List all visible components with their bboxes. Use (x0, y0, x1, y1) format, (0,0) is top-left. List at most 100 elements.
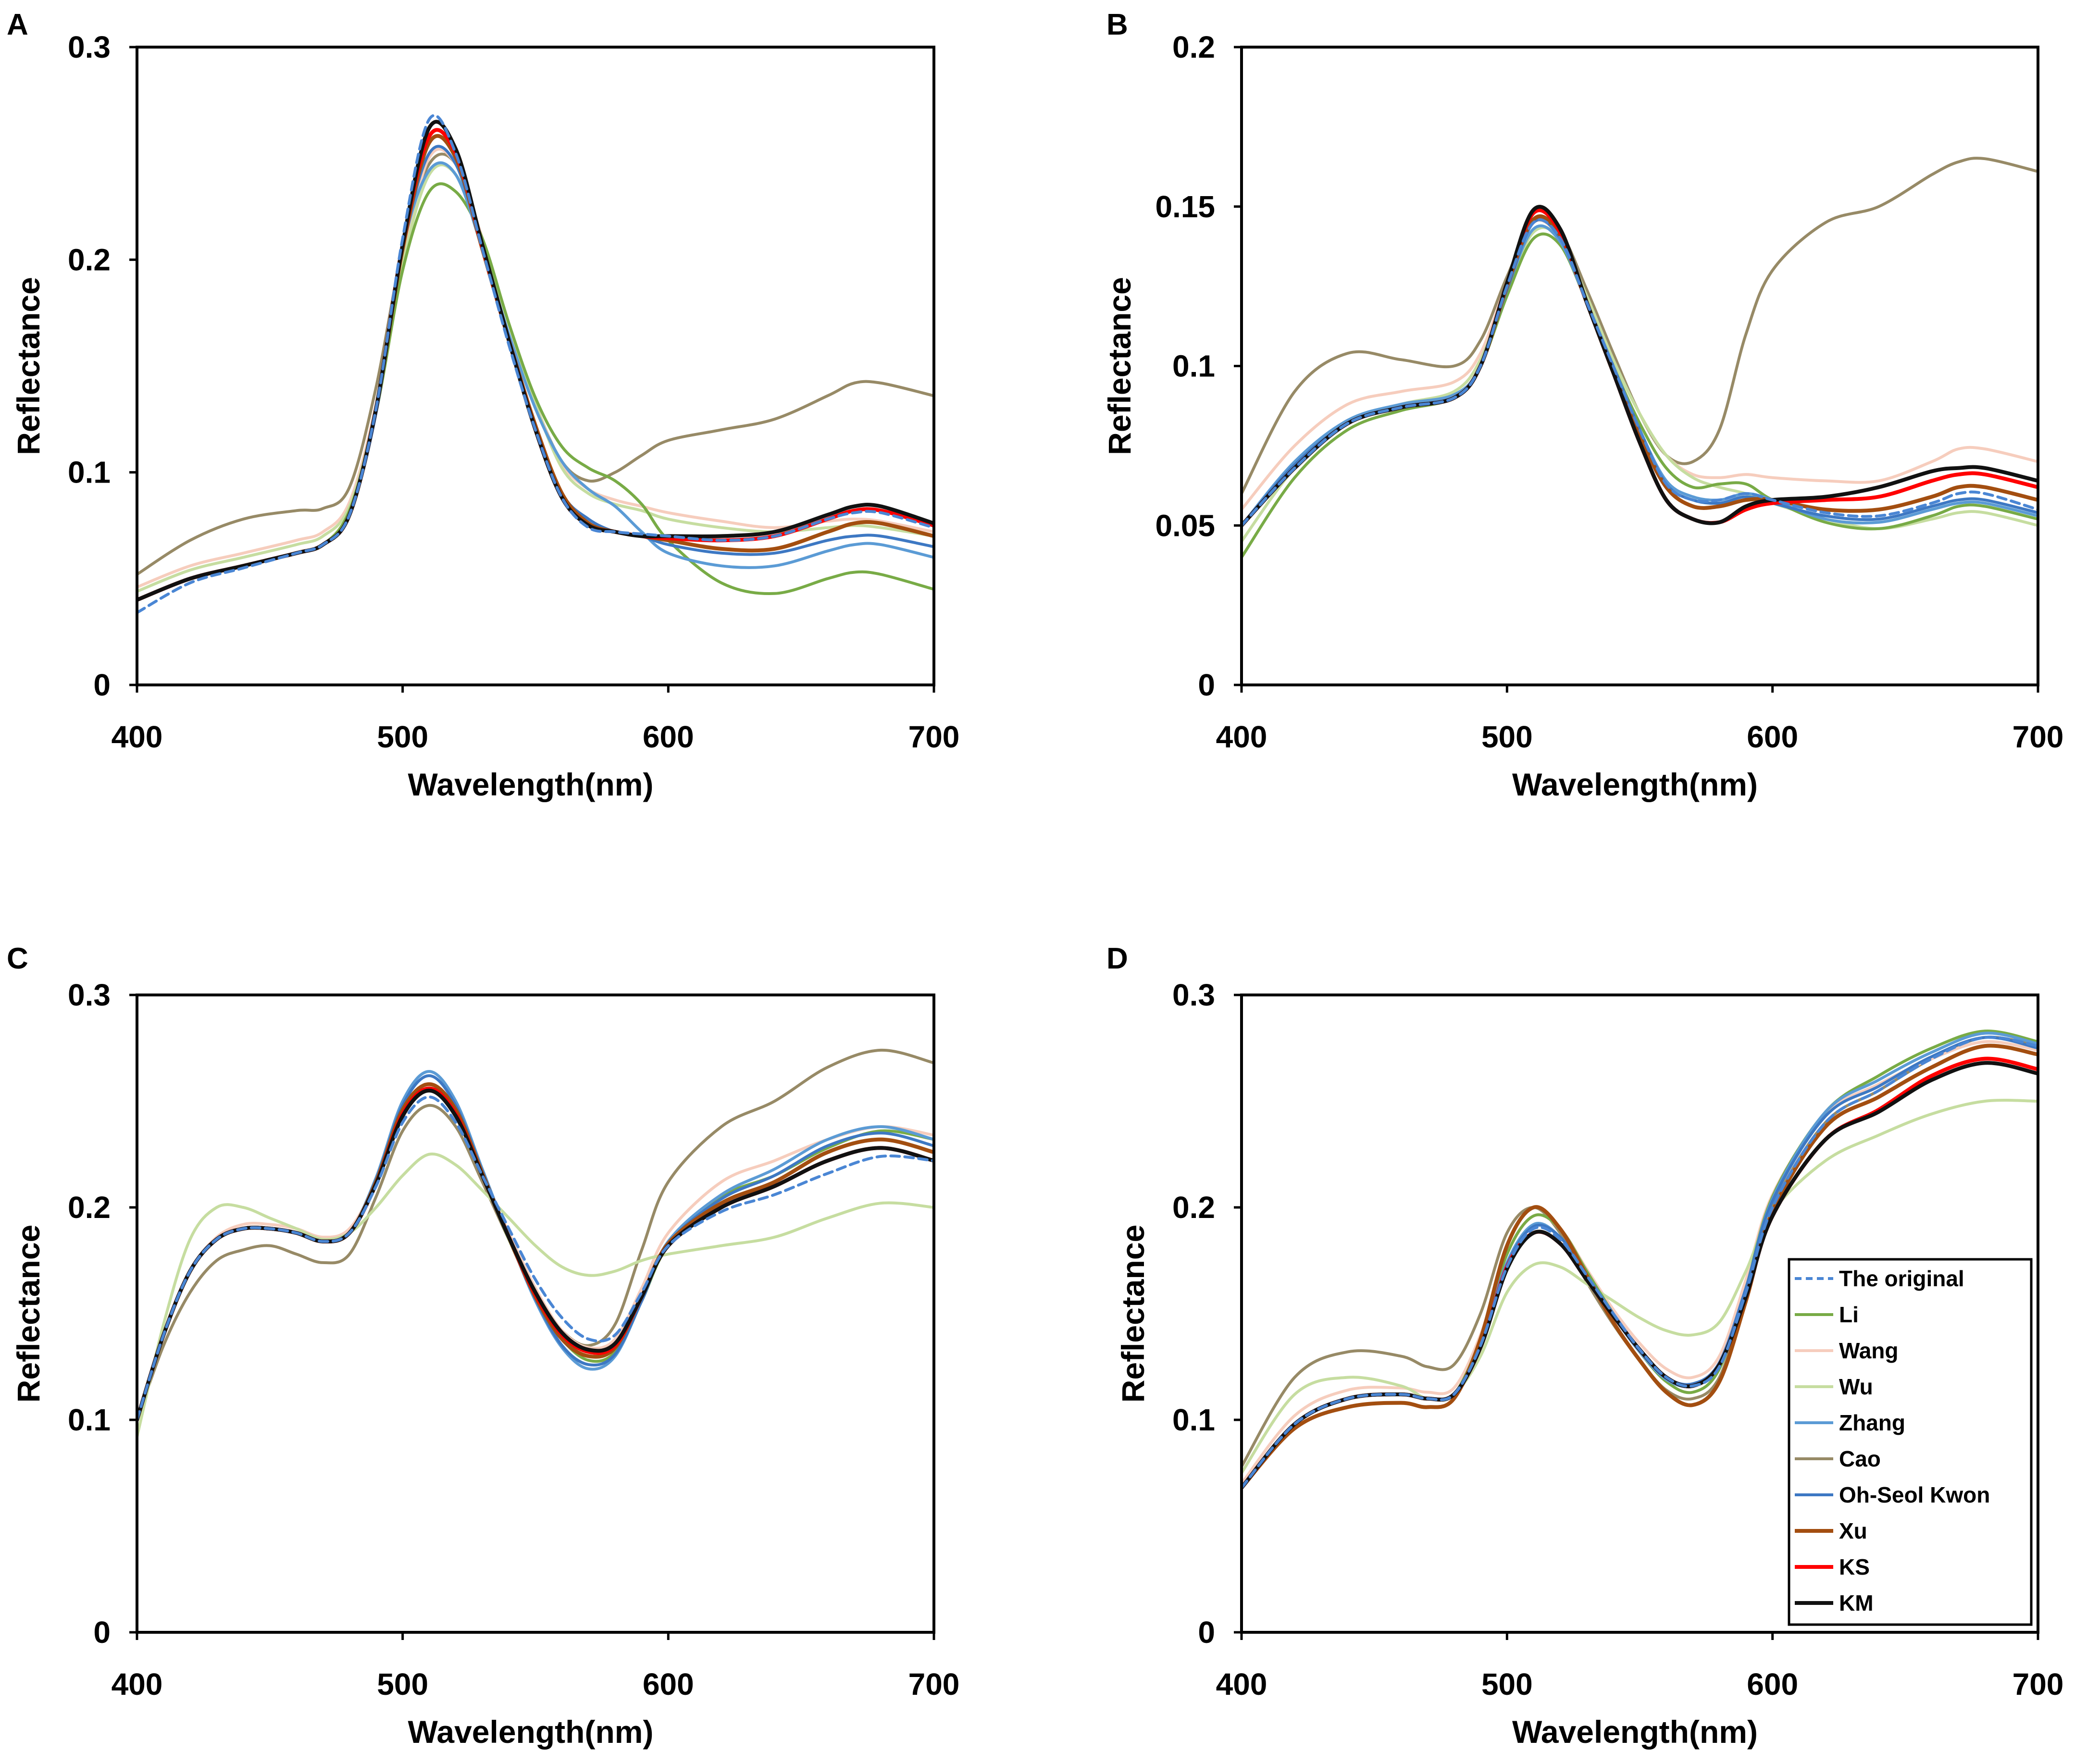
series-line-ks (1242, 208, 2038, 528)
x-tick-label: 500 (1481, 1667, 1533, 1702)
x-tick-label: 700 (908, 720, 960, 754)
series-line-the-original (137, 1095, 934, 1421)
plot-frame (1240, 994, 2039, 1634)
series-line-oh-seol-kwon (1242, 218, 2038, 527)
series-line-wang (1242, 1040, 2038, 1485)
y-tick-label: 0 (1198, 668, 1215, 702)
x-tick-label: 700 (2013, 1667, 2064, 1702)
legend-item-wang: Wang (1795, 1338, 1899, 1363)
panel-a: A 400 500 600 700 0 0.1 0.2 0.3 Wavelength(nm) Ref… (7, 8, 959, 802)
y-axis-title: Reflectance (11, 1225, 46, 1403)
legend-label: Zhang (1839, 1410, 1905, 1435)
series-lines (137, 114, 934, 614)
x-tick-label: 400 (1216, 720, 1267, 754)
y-tick-label: 0.2 (68, 1190, 111, 1225)
x-tick-label: 500 (377, 1667, 428, 1702)
legend-label: Wu (1839, 1374, 1873, 1399)
x-tick-label: 600 (643, 720, 694, 754)
x-axis-title: Wavelength(nm) (408, 1714, 654, 1750)
legend-item-the-original: The original (1795, 1266, 1964, 1291)
legend-label: Li (1839, 1302, 1859, 1327)
y-tick-label: 0 (1198, 1615, 1215, 1650)
series-line-xu (1242, 214, 2038, 528)
x-axis-title: Wavelength(nm) (1512, 767, 1758, 802)
series-lines (1242, 1030, 2038, 1490)
legend-label: Cao (1839, 1446, 1881, 1471)
panel-b: B 400 500 600 700 0 0.05 0.1 0.15 0.2 Wavelength(n… (1102, 8, 2063, 802)
series-line-cao (137, 152, 934, 576)
series-line-the-original (1242, 1035, 2038, 1490)
legend-label: The original (1839, 1266, 1964, 1291)
panel-d: D 400 500 600 700 0 0.1 0.2 0.3 Wavelength(nm) Ref… (1106, 942, 2063, 1750)
x-tick-label: 700 (2013, 720, 2064, 754)
legend-label: Oh-Seol Kwon (1839, 1482, 1990, 1507)
series-line-wu (1242, 226, 2038, 543)
series-line-xu (1242, 1043, 2038, 1490)
series-line-zhang (137, 161, 934, 602)
legend-label: Xu (1839, 1518, 1867, 1543)
y-tick-label: 0.1 (68, 455, 111, 490)
series-line-wu (1242, 1099, 2038, 1475)
plot-frame (136, 994, 935, 1634)
series-line-wu (137, 1152, 934, 1439)
legend-item-wu: Wu (1795, 1374, 1873, 1399)
x-axis-title: Wavelength(nm) (1512, 1714, 1758, 1750)
legend-label: KS (1839, 1554, 1870, 1579)
series-line-wang (137, 1087, 934, 1421)
y-tick-label: 0.1 (1172, 1403, 1215, 1437)
x-tick-label: 500 (1481, 720, 1533, 754)
x-tick-label: 600 (1747, 1667, 1798, 1702)
x-tick-label: 500 (377, 720, 428, 754)
series-line-the-original (1242, 218, 2038, 527)
legend-item-km: KM (1795, 1590, 1874, 1615)
y-axis-title: Reflectance (11, 277, 46, 455)
legend-label: Wang (1839, 1338, 1899, 1363)
series-line-li (137, 1082, 934, 1421)
y-tick-label: 0.3 (1172, 978, 1215, 1012)
panel-letter: A (7, 8, 28, 41)
series-line-zhang (1242, 224, 2038, 527)
y-axis-title: Reflectance (1115, 1225, 1151, 1403)
legend-item-li: Li (1795, 1302, 1859, 1327)
y-tick-label: 0 (93, 1615, 111, 1650)
x-tick-label: 400 (1216, 1667, 1267, 1702)
legend-item-ks: KS (1795, 1554, 1870, 1579)
panel-letter: D (1106, 942, 1128, 975)
plot-frame (1240, 46, 2039, 686)
panel-letter: B (1106, 8, 1128, 41)
series-line-oh-seol-kwon (137, 145, 934, 602)
y-tick-label: 0.2 (1172, 30, 1215, 64)
y-tick-label: 0.3 (68, 30, 111, 64)
series-line-the-original (137, 114, 934, 614)
legend-box (1788, 1258, 2033, 1626)
y-tick-label: 0.2 (1172, 1190, 1215, 1225)
plot-frame (136, 46, 935, 686)
series-line-xu (137, 1082, 934, 1422)
x-tick-label: 600 (643, 1667, 694, 1702)
y-tick-label: 0.15 (1155, 189, 1215, 224)
legend-item-zhang: Zhang (1795, 1410, 1905, 1435)
x-tick-label: 600 (1747, 720, 1798, 754)
y-axis-title: Reflectance (1102, 277, 1137, 455)
legend-item-oh-seol-kwon: Oh-Seol Kwon (1795, 1482, 1990, 1507)
x-axis-title: Wavelength(nm) (408, 767, 654, 802)
y-tick-label: 0.2 (68, 242, 111, 277)
x-tick-label: 700 (908, 1667, 960, 1702)
y-tick-label: 0.1 (68, 1403, 111, 1437)
legend-label: KM (1839, 1590, 1874, 1615)
series-line-km (137, 1088, 934, 1422)
y-tick-label: 0.05 (1155, 508, 1215, 543)
series-lines (137, 1048, 934, 1439)
panel-letter: C (7, 942, 28, 975)
series-line-wang (1242, 218, 2038, 511)
x-tick-label: 400 (112, 720, 163, 754)
y-tick-label: 0 (93, 668, 111, 702)
y-tick-label: 0.3 (68, 978, 111, 1012)
legend: The original Li Wang Wu Zhang Cao Oh-Seol Kwon… (1788, 1258, 2033, 1626)
series-line-ks (137, 1086, 934, 1422)
x-tick-label: 400 (112, 1667, 163, 1702)
series-lines (1242, 157, 2038, 559)
series-line-cao (137, 1048, 934, 1421)
legend-item-xu: Xu (1795, 1518, 1867, 1543)
